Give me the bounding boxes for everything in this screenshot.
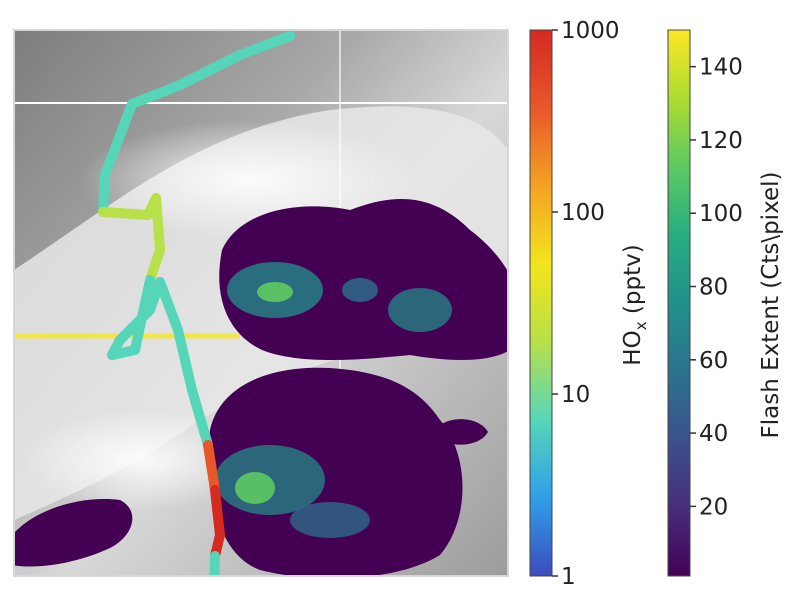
colorbar-tick-label: 60 — [699, 348, 728, 374]
flash-core — [235, 472, 275, 504]
flash-region-south — [209, 367, 463, 576]
map-frame — [13, 29, 509, 577]
flash-core — [388, 288, 452, 332]
flight-track-segment — [98, 207, 153, 220]
hox-colorbar-ticks: 1 10 100 1000 — [552, 18, 620, 590]
flight-track-segment — [98, 170, 110, 217]
flash-extent-overlay — [14, 198, 508, 576]
flash-colorbar: 20 40 60 80 100 120 140 Flash Extent (Cts\pixe… — [667, 29, 784, 577]
flash-core — [342, 278, 378, 302]
hox-axis-title-rest: (pptv) — [620, 244, 646, 321]
flight-track-segment — [127, 80, 185, 109]
flight-track-segment — [187, 385, 213, 450]
colorbar-tick-label: 120 — [699, 128, 743, 154]
colorbar-tick-label: 80 — [699, 275, 728, 301]
map-panel — [14, 30, 508, 576]
flight-track-segment — [210, 485, 225, 540]
colorbar-tick-label: 40 — [699, 421, 728, 447]
hox-axis-title-base: HO — [620, 330, 646, 365]
flight-track-segment — [145, 245, 165, 285]
flight-track-segment — [209, 551, 220, 576]
flight-track-segment — [100, 99, 137, 180]
colorbar-tick-label: 100 — [561, 200, 605, 226]
hox-axis-title-sub: x — [632, 321, 650, 330]
flight-track-segment — [151, 193, 165, 255]
flash-colorbar-gradient — [667, 29, 691, 577]
colorbar-tick-label: 20 — [699, 494, 728, 520]
flight-track-segment — [203, 440, 220, 495]
flash-core — [257, 282, 293, 302]
colorbar-tick-label: 10 — [561, 382, 590, 408]
flight-track-segment — [175, 50, 245, 90]
hox-colorbar: 1 10 100 1000 HOx (pptv) — [529, 18, 650, 590]
hox-colorbar-gradient — [529, 29, 553, 577]
flight-track-segment — [173, 325, 197, 395]
flight-track — [98, 31, 295, 576]
flash-region-southwest — [14, 499, 133, 567]
flash-axis-title: Flash Extent (Cts\pixel) — [758, 172, 784, 439]
flight-track-segment — [115, 305, 155, 345]
flight-track-segment — [235, 31, 295, 60]
colorbar-tick-label: 1 — [561, 564, 576, 590]
flash-core — [290, 502, 370, 538]
colorbar-tick-label: 140 — [699, 55, 743, 81]
flash-colorbar-ticks: 20 40 60 80 100 120 140 — [690, 55, 743, 520]
colorbar-tick-label: 1000 — [561, 18, 620, 44]
flash-region-east-small — [440, 419, 488, 445]
flight-track-segment — [155, 277, 183, 335]
colorbar-tick-label: 100 — [699, 201, 743, 227]
hox-axis-title: HOx (pptv) — [620, 244, 650, 365]
